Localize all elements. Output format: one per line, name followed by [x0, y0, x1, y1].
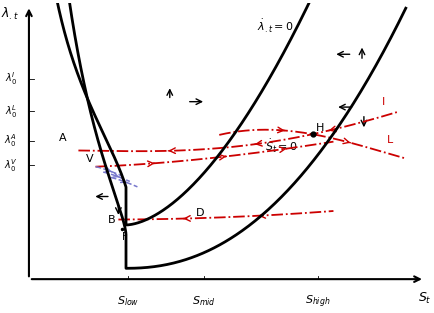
Text: V: V: [86, 154, 93, 164]
Text: D: D: [195, 208, 204, 218]
Text: $\lambda_0^A$: $\lambda_0^A$: [4, 133, 17, 149]
Text: $S_{low}$: $S_{low}$: [116, 294, 139, 308]
Text: L: L: [386, 135, 392, 145]
Text: $S_t$: $S_t$: [417, 291, 431, 306]
Text: B: B: [108, 214, 115, 224]
Text: $S_{high}$: $S_{high}$: [305, 294, 330, 310]
Text: I: I: [381, 97, 385, 107]
Text: $\lambda_0^L$: $\lambda_0^L$: [5, 103, 17, 120]
Text: $\lambda_{.t}$: $\lambda_{.t}$: [1, 6, 20, 22]
Text: $\dot{S}_{t}=0$: $\dot{S}_{t}=0$: [264, 137, 297, 155]
Text: $\lambda_0^V$: $\lambda_0^V$: [3, 157, 17, 174]
Text: $\lambda_0^I$: $\lambda_0^I$: [5, 70, 17, 87]
Text: $\dot{\lambda}_{.t}=0$: $\dot{\lambda}_{.t}=0$: [257, 18, 293, 35]
Text: A: A: [59, 133, 67, 143]
Text: F: F: [122, 232, 128, 242]
Text: H: H: [316, 123, 324, 133]
Text: $S_{mid}$: $S_{mid}$: [192, 294, 215, 308]
